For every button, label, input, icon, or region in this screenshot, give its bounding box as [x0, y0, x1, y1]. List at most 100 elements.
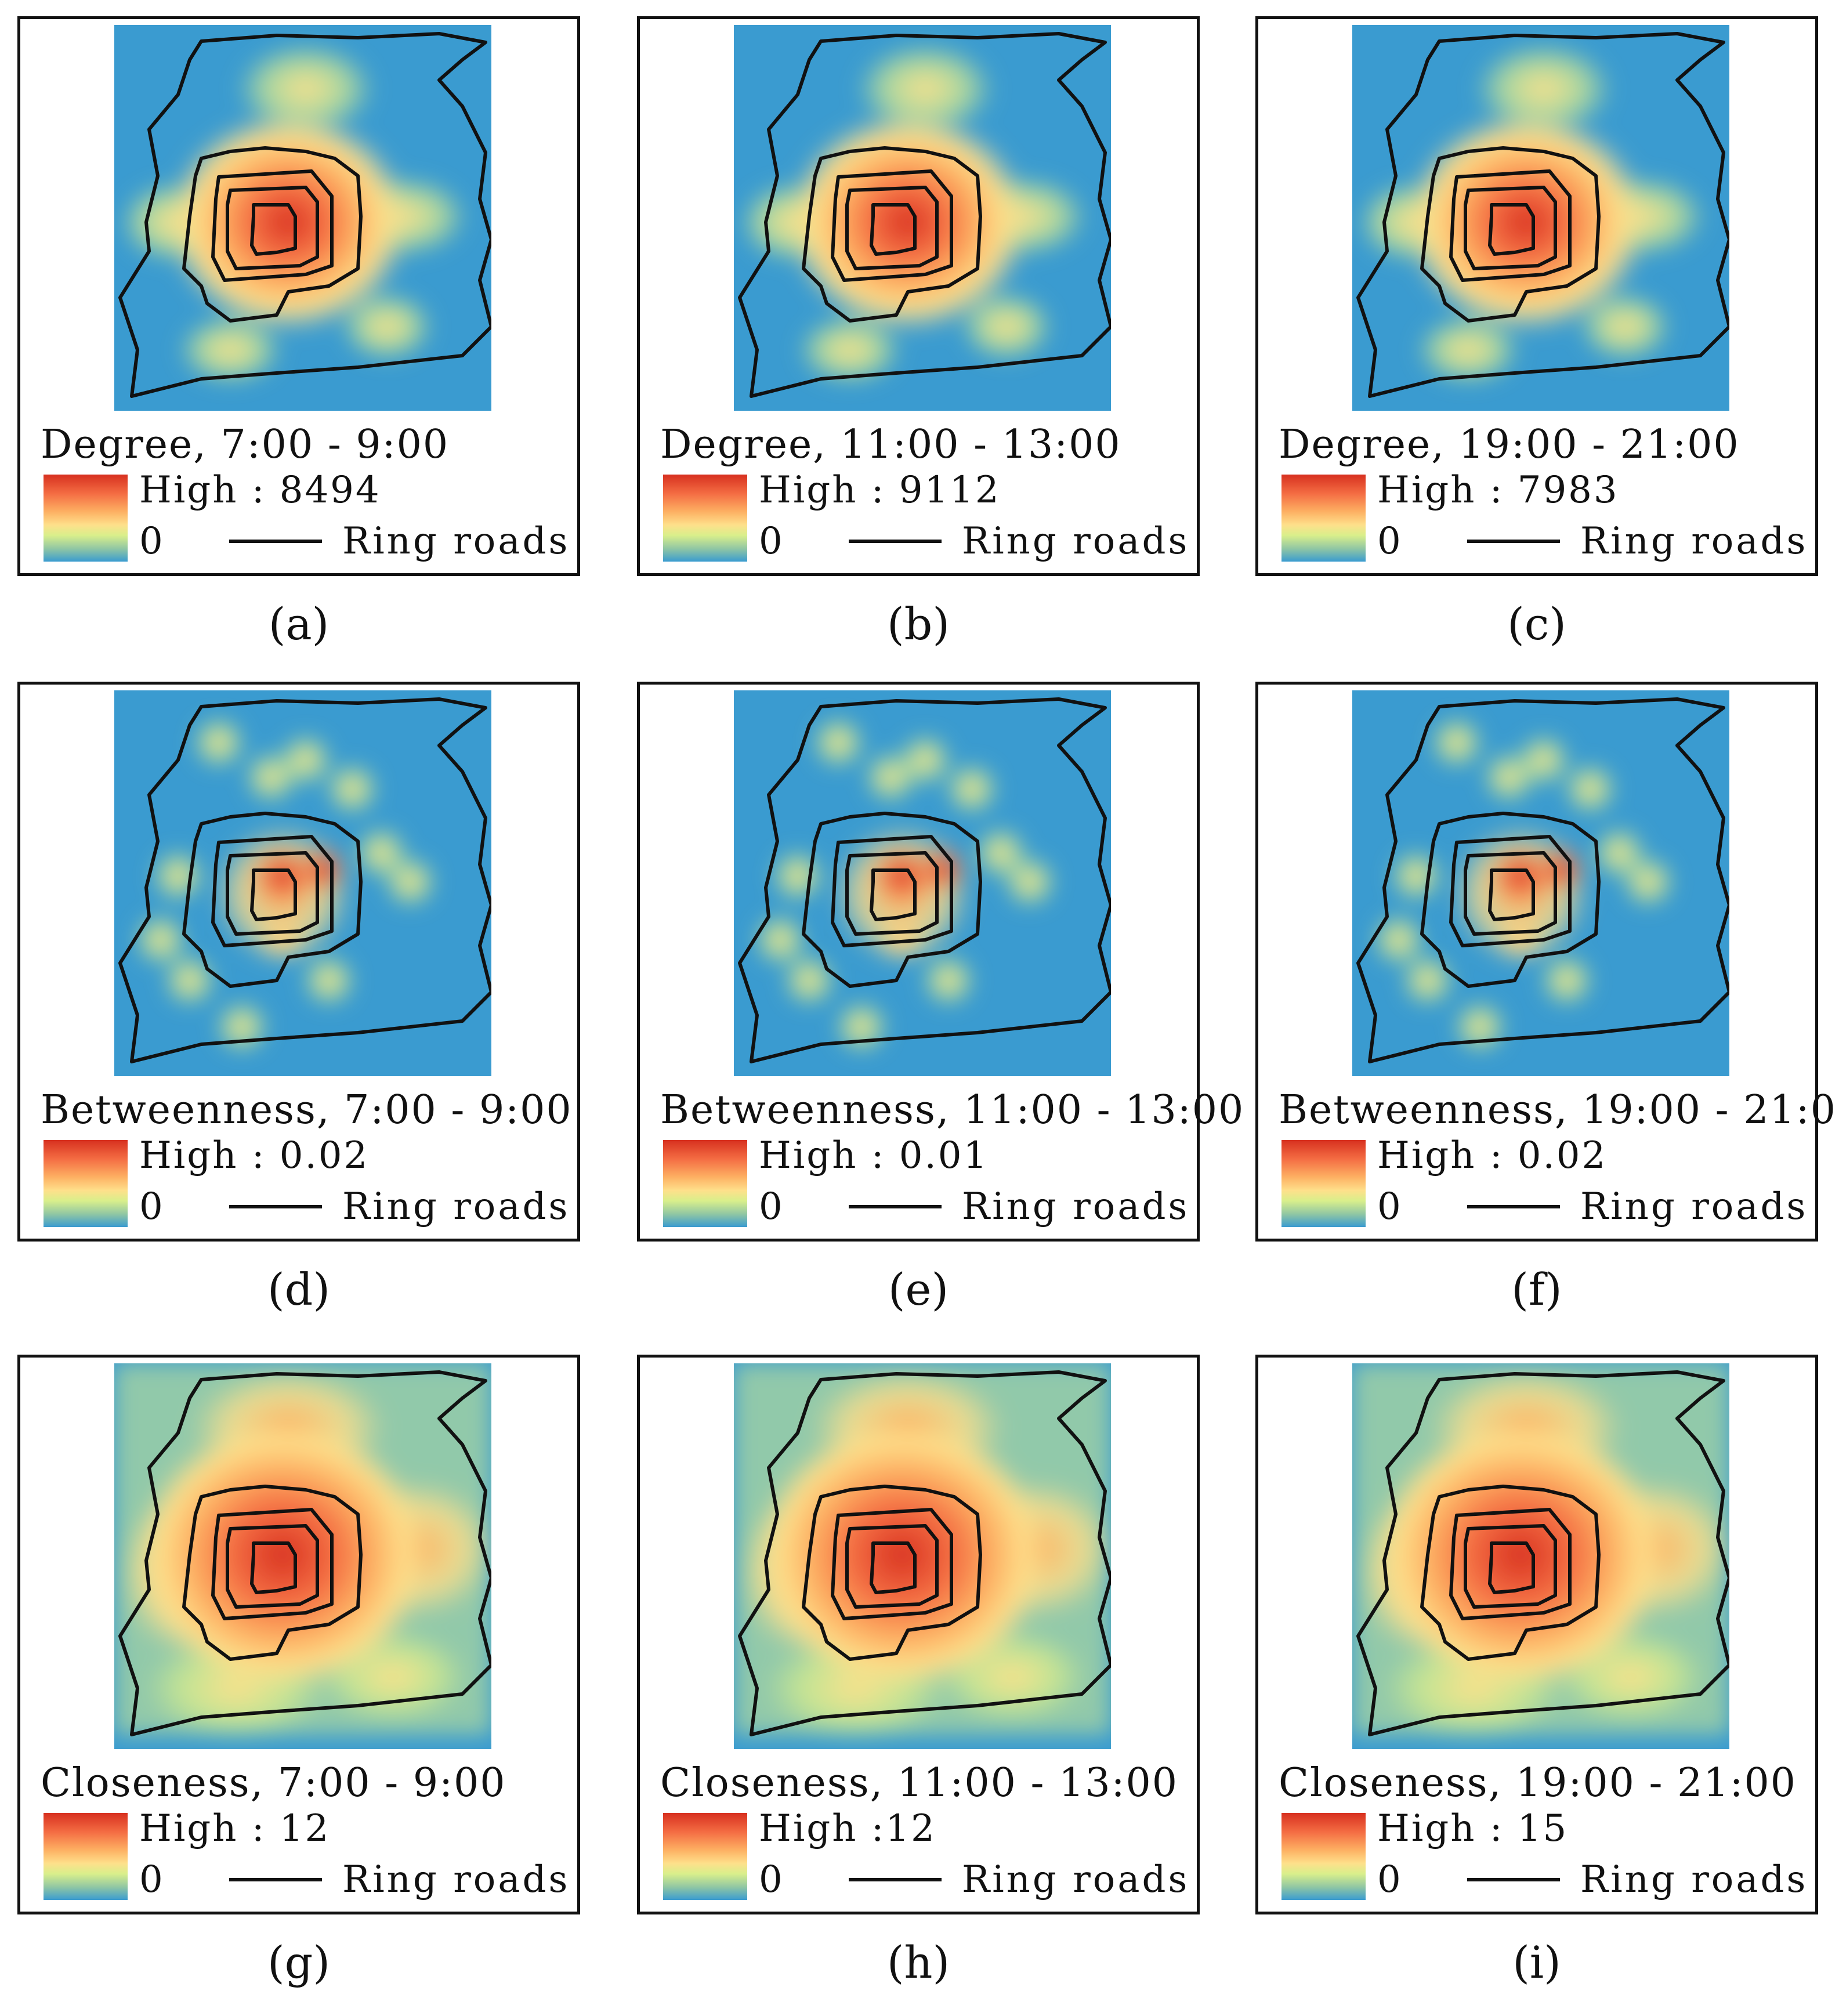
map-panel-h: Closeness, 11:00 - 13:00 High :12 0 Ring ro…	[637, 1355, 1200, 1914]
panel-title: Betweenness, 11:00 - 13:00	[660, 1087, 1245, 1133]
ring-road-4	[831, 169, 953, 282]
panel-caption-i: (i)	[1512, 1937, 1561, 1988]
color-ramp	[663, 475, 747, 562]
heatmap-e	[734, 690, 1111, 1076]
ring-road-legend-line	[1467, 1205, 1560, 1208]
color-ramp	[1281, 475, 1366, 562]
map-panel-b: Degree, 11:00 - 13:00 High : 9112 0 Ring ro…	[637, 16, 1200, 576]
high-value-label: High : 9112	[759, 469, 1001, 512]
color-ramp	[44, 475, 128, 562]
ring-road-legend-line	[1467, 540, 1560, 543]
map-panel-c: Degree, 19:00 - 21:00 High : 7983 0 Ring ro…	[1255, 16, 1818, 576]
panel-title: Betweenness, 19:00 - 21:00	[1279, 1087, 1839, 1133]
ring-road-3	[1464, 186, 1557, 270]
ring-road-2	[1488, 203, 1535, 256]
panel-caption-b: (b)	[887, 598, 950, 650]
ring-road-4	[1449, 835, 1572, 947]
ring-road-4	[1449, 1508, 1572, 1620]
color-ramp	[663, 1140, 747, 1227]
ring-road-2	[1488, 868, 1535, 921]
ring-road-5	[1420, 812, 1601, 988]
ring-road-6	[1356, 1370, 1729, 1736]
ring-road-2	[250, 203, 297, 256]
high-value-label: High : 7983	[1377, 469, 1619, 512]
ring-road-6	[118, 1370, 491, 1736]
panel-caption-h: (h)	[886, 1937, 950, 1988]
map-panel-d: Betweenness, 7:00 - 9:00 High : 0.02 0 Ring…	[17, 682, 580, 1242]
ring-road-3	[226, 851, 319, 936]
map-panel-a: Degree, 7:00 - 9:00 High : 8494 0 Ring road…	[17, 16, 580, 576]
panel-caption-e: (e)	[888, 1264, 949, 1315]
ring-road-6	[118, 697, 491, 1063]
ring-road-6	[738, 1370, 1111, 1736]
ring-road-legend-line	[229, 1205, 322, 1208]
ring-road-2	[870, 868, 917, 921]
map-panel-i: Closeness, 19:00 - 21:00 High : 15 0 Ring r…	[1255, 1355, 1818, 1914]
map-panel-g: Closeness, 7:00 - 9:00 High : 12 0 Ring roa…	[17, 1355, 580, 1914]
ring-road-5	[1420, 146, 1601, 323]
ring-road-legend-label: Ring roads	[962, 1185, 1190, 1228]
ring-road-5	[182, 146, 363, 323]
color-ramp	[1281, 1140, 1366, 1227]
panel-title: Degree, 19:00 - 21:00	[1279, 422, 1740, 468]
ring-road-4	[1449, 169, 1572, 282]
color-ramp	[1281, 1813, 1366, 1900]
ring-road-legend-label: Ring roads	[1580, 520, 1808, 563]
ring-road-6	[118, 32, 491, 398]
panel-title: Degree, 11:00 - 13:00	[660, 422, 1121, 468]
zero-label: 0	[139, 1185, 163, 1228]
ring-road-4	[211, 169, 334, 282]
heatmap-c	[1352, 25, 1729, 411]
ring-road-3	[845, 851, 939, 936]
zero-label: 0	[759, 520, 783, 563]
heatmap-f	[1352, 690, 1729, 1076]
heatmap-h	[734, 1363, 1111, 1749]
ring-road-6	[1356, 32, 1729, 398]
color-ramp	[44, 1140, 128, 1227]
high-value-label: High : 12	[139, 1807, 331, 1850]
heatmap-i	[1352, 1363, 1729, 1749]
ring-road-4	[831, 1508, 953, 1620]
ring-road-legend-label: Ring roads	[1580, 1858, 1808, 1901]
zero-label: 0	[139, 1858, 163, 1901]
ring-road-2	[870, 203, 917, 256]
high-value-label: High : 8494	[139, 469, 381, 512]
zero-label: 0	[1377, 520, 1401, 563]
color-ramp	[663, 1813, 747, 1900]
color-ramp	[44, 1813, 128, 1900]
ring-road-5	[802, 146, 982, 323]
panel-caption-d: (d)	[267, 1264, 330, 1315]
zero-label: 0	[1377, 1858, 1401, 1901]
map-panel-e: Betweenness, 11:00 - 13:00 High : 0.01 0 Ri…	[637, 682, 1243, 1242]
ring-road-2	[250, 1541, 297, 1594]
ring-road-legend-label: Ring roads	[342, 1185, 570, 1228]
ring-road-legend-label: Ring roads	[1580, 1185, 1808, 1228]
panel-title: Closeness, 7:00 - 9:00	[41, 1760, 506, 1806]
ring-road-legend-line	[849, 1878, 942, 1881]
heatmap-g	[114, 1363, 491, 1749]
heatmap-d	[114, 690, 491, 1076]
panel-title: Closeness, 19:00 - 21:00	[1279, 1760, 1797, 1806]
zero-label: 0	[1377, 1185, 1401, 1228]
ring-road-4	[211, 1508, 334, 1620]
ring-road-5	[182, 812, 363, 988]
zero-label: 0	[759, 1185, 783, 1228]
ring-road-3	[226, 1524, 319, 1609]
ring-road-legend-label: Ring roads	[962, 1858, 1190, 1901]
panel-caption-g: (g)	[267, 1937, 330, 1988]
ring-road-6	[738, 697, 1111, 1063]
ring-road-2	[250, 868, 297, 921]
high-value-label: High : 0.02	[139, 1134, 370, 1177]
panel-title: Betweenness, 7:00 - 9:00	[41, 1087, 573, 1133]
ring-road-3	[226, 186, 319, 270]
ring-road-6	[1356, 697, 1729, 1063]
ring-road-3	[845, 1524, 939, 1609]
zero-label: 0	[139, 520, 163, 563]
ring-road-2	[870, 1541, 917, 1594]
panel-caption-a: (a)	[268, 598, 330, 650]
ring-road-5	[802, 812, 982, 988]
ring-road-4	[831, 835, 953, 947]
high-value-label: High :12	[759, 1807, 936, 1850]
ring-road-legend-label: Ring roads	[342, 520, 570, 563]
high-value-label: High : 0.02	[1377, 1134, 1608, 1177]
